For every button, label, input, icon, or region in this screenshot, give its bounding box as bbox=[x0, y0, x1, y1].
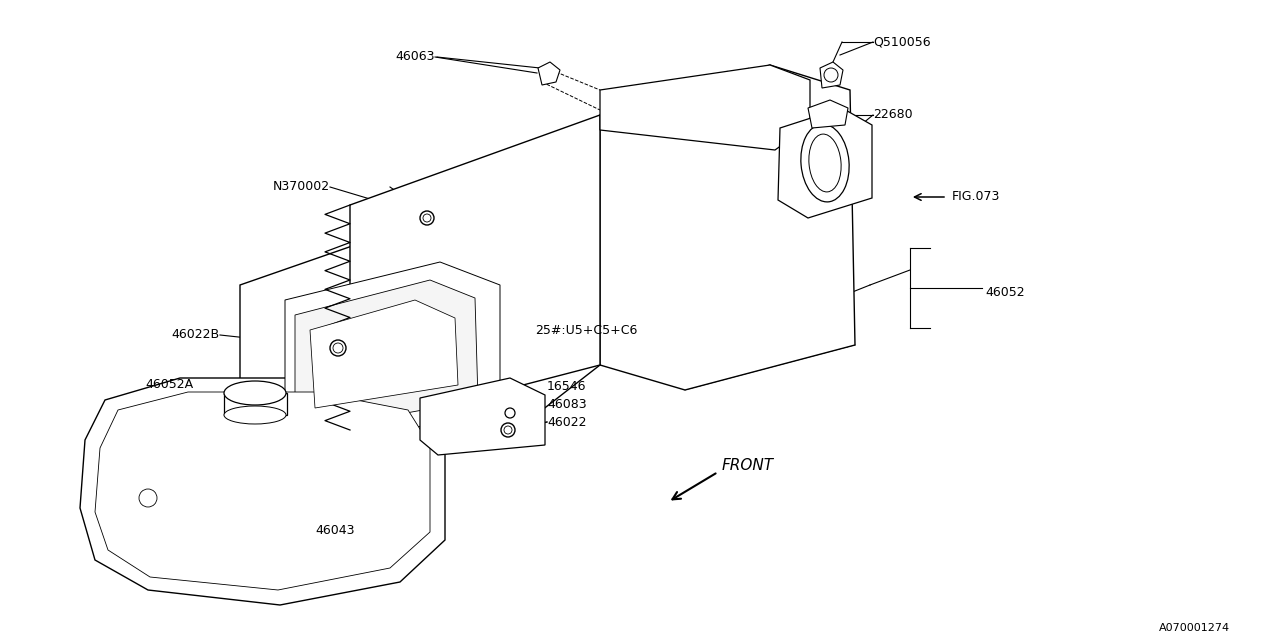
Text: 46043: 46043 bbox=[315, 524, 355, 536]
Text: FRONT: FRONT bbox=[722, 458, 774, 472]
Text: A070001274: A070001274 bbox=[1158, 623, 1230, 633]
Polygon shape bbox=[224, 393, 287, 415]
Polygon shape bbox=[808, 100, 849, 128]
Text: N370002: N370002 bbox=[273, 180, 330, 193]
Circle shape bbox=[333, 343, 343, 353]
Polygon shape bbox=[285, 262, 500, 438]
Circle shape bbox=[500, 423, 515, 437]
Text: 46052A: 46052A bbox=[145, 378, 193, 392]
Ellipse shape bbox=[801, 124, 849, 202]
Text: 22680: 22680 bbox=[873, 109, 913, 122]
Polygon shape bbox=[420, 378, 545, 455]
Text: Q510056: Q510056 bbox=[873, 35, 931, 49]
Circle shape bbox=[420, 211, 434, 225]
Ellipse shape bbox=[224, 406, 285, 424]
Polygon shape bbox=[79, 378, 445, 605]
Text: 46063: 46063 bbox=[396, 51, 435, 63]
Text: 46022B: 46022B bbox=[172, 328, 220, 342]
Polygon shape bbox=[538, 62, 561, 85]
Polygon shape bbox=[310, 300, 458, 408]
Polygon shape bbox=[600, 65, 855, 390]
Polygon shape bbox=[600, 65, 810, 150]
Circle shape bbox=[824, 68, 838, 82]
Polygon shape bbox=[778, 108, 872, 218]
Text: 16546: 16546 bbox=[547, 381, 586, 394]
Ellipse shape bbox=[224, 381, 285, 405]
Circle shape bbox=[330, 340, 346, 356]
Ellipse shape bbox=[809, 134, 841, 192]
Polygon shape bbox=[820, 62, 844, 88]
Circle shape bbox=[504, 426, 512, 434]
Circle shape bbox=[506, 408, 515, 418]
Polygon shape bbox=[95, 392, 430, 590]
Text: 25#:U5+C5+C6: 25#:U5+C5+C6 bbox=[535, 323, 637, 337]
Circle shape bbox=[140, 489, 157, 507]
Text: 46022: 46022 bbox=[547, 415, 586, 429]
Polygon shape bbox=[294, 280, 477, 425]
Text: FIG.073: FIG.073 bbox=[952, 191, 1001, 204]
Polygon shape bbox=[349, 115, 600, 430]
Text: 46052: 46052 bbox=[986, 287, 1024, 300]
Text: 46083: 46083 bbox=[547, 399, 586, 412]
Circle shape bbox=[422, 214, 431, 222]
Polygon shape bbox=[241, 245, 600, 455]
